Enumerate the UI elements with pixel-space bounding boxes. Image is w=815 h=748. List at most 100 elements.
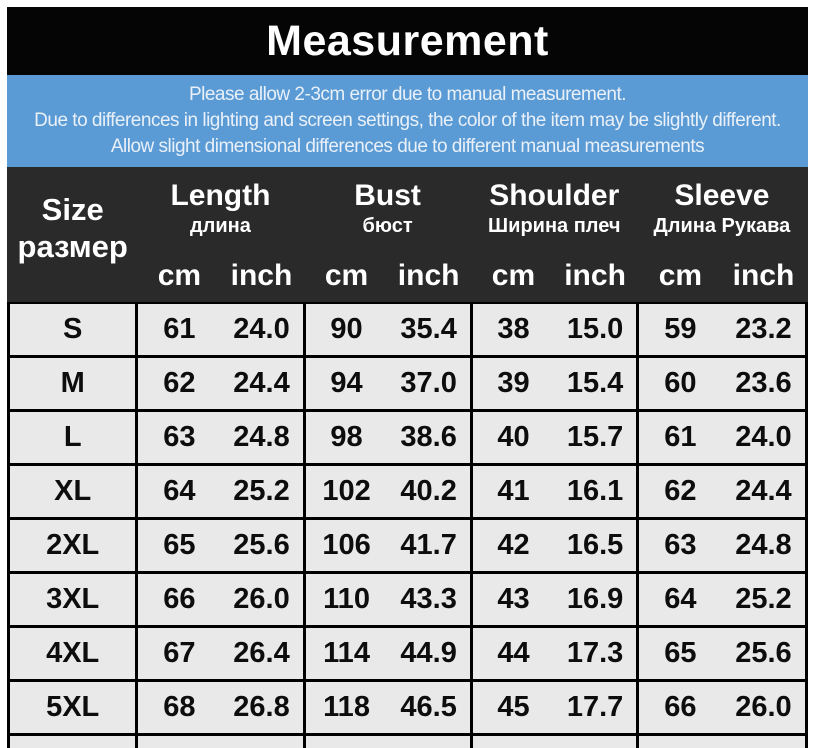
length-column-header: Length длина cm inch	[138, 167, 302, 302]
length-cm-value: 64	[163, 475, 196, 507]
length-inch-value: 25.2	[233, 475, 290, 507]
size-label: S	[10, 304, 136, 355]
table-row-l: L 63 24.8 98 38.6 40 15.7 61 24.0	[10, 412, 805, 463]
sleeve-inch-value: 25.2	[735, 583, 792, 615]
length-cm-value: 68	[163, 691, 196, 723]
size-label: XL	[10, 466, 136, 517]
shoulder-values: 45 17.7	[472, 682, 636, 733]
sleeve-values: 61 24.0	[638, 412, 805, 463]
bust-header-ru: бюст	[362, 215, 413, 237]
shoulder-inch-value: 15.0	[566, 313, 624, 345]
sleeve-cm-value: 60	[664, 367, 697, 399]
size-label: L	[10, 412, 136, 463]
shoulder-inch-value: 15.4	[566, 367, 624, 399]
sleeve-cm-value: 59	[664, 313, 697, 345]
bust-values: 90 35.4	[305, 304, 470, 355]
bust-cm-value: 90	[330, 313, 363, 345]
size-label: 3XL	[10, 574, 136, 625]
sleeve-inch-value: 24.8	[735, 529, 792, 561]
size-label: 2XL	[10, 520, 136, 571]
shoulder-inch-value: 16.5	[566, 529, 624, 561]
length-cm-value: 61	[163, 313, 196, 345]
sleeve-values: 59 23.2	[638, 304, 805, 355]
bust-values: 106 41.7	[305, 520, 470, 571]
sleeve-inch-value: 25.6	[735, 637, 792, 669]
bust-inch-value: 40.2	[400, 475, 457, 507]
disclaimer-banner: Please allow 2-3cm error due to manual m…	[7, 75, 808, 167]
shoulder-cm-value: 42	[497, 529, 530, 561]
length-inch-value: 26.4	[233, 637, 290, 669]
length-values: 65 25.6	[138, 520, 303, 571]
inch-unit-label: inch	[564, 259, 626, 292]
table-row-3xl: 3XL 66 26.0 110 43.3 43 16.9 64 25.2	[10, 574, 805, 625]
bust-cm-value: 110	[323, 583, 370, 615]
table-row-4xl: 4XL 67 26.4 114 44.9 44 17.3 65 25.6	[10, 628, 805, 679]
size-label: 5XL	[10, 682, 136, 733]
shoulder-values: 39 15.4	[472, 358, 636, 409]
size-label: M	[10, 358, 136, 409]
bust-values: 114 44.9	[305, 628, 470, 679]
shoulder-cm-value: 41	[497, 475, 530, 507]
bust-header-en: Bust	[354, 179, 421, 212]
banner-line-2: Due to differences in lighting and scree…	[34, 110, 781, 131]
bust-cm-value: 118	[323, 691, 370, 723]
bust-cm-value: 106	[322, 529, 371, 561]
length-inch-value: 26.8	[233, 691, 290, 723]
shoulder-values: 42 16.5	[472, 520, 636, 571]
shoulder-values: 43 16.9	[472, 574, 636, 625]
table-body: S 61 24.0 90 35.4 38 15.0 59 23.2 M 62 2	[7, 302, 808, 748]
length-values: 61 24.0	[138, 304, 303, 355]
shoulder-header-en: Shoulder	[489, 179, 620, 212]
bust-unit-labels: cm inch	[306, 259, 470, 302]
shoulder-unit-labels: cm inch	[473, 259, 636, 302]
sleeve-cm-value: 65	[664, 637, 697, 669]
shoulder-column-header: Shoulder Ширина плеч cm inch	[473, 167, 636, 302]
shoulder-inch-value: 17.3	[566, 637, 624, 669]
sleeve-values: 62 24.4	[638, 466, 805, 517]
bust-values: 110 43.3	[305, 574, 470, 625]
title-bar: Measurement	[7, 7, 808, 75]
shoulder-values: 41 16.1	[472, 466, 636, 517]
shoulder-cm-value: 39	[497, 367, 530, 399]
bust-inch-value: 46.5	[400, 691, 457, 723]
sleeve-values: 63 24.8	[638, 520, 805, 571]
inch-unit-label: inch	[732, 259, 795, 292]
shoulder-inch-value: 16.9	[566, 583, 624, 615]
size-label: 4XL	[10, 628, 136, 679]
shoulder-cm-value: 44	[497, 637, 530, 669]
size-header-en: Size	[41, 191, 104, 227]
bust-cm-value: 102	[322, 475, 371, 507]
length-values: 66 26.0	[138, 574, 303, 625]
sleeve-inch-value: 23.2	[735, 313, 792, 345]
shoulder-values: 40 15.7	[472, 412, 636, 463]
banner-line-1: Please allow 2-3cm error due to manual m…	[188, 84, 627, 105]
page-title: Measurement	[266, 16, 549, 65]
bust-inch-value: 44.9	[400, 637, 457, 669]
table-row-xl: XL 64 25.2 102 40.2 41 16.1 62 24.4	[10, 466, 805, 517]
sleeve-values: 66 26.0	[638, 682, 805, 733]
length-cm-value: 62	[163, 367, 196, 399]
bust-inch-value: 35.4	[400, 313, 457, 345]
shoulder-values: 38 15.0	[472, 304, 636, 355]
cm-unit-label: cm	[491, 259, 536, 292]
length-header-ru: длина	[189, 215, 251, 237]
bust-values: 98 38.6	[305, 412, 470, 463]
bust-inch-value: 38.6	[400, 421, 457, 453]
sleeve-unit-labels: cm inch	[639, 259, 805, 302]
shoulder-cm-value: 38	[497, 313, 530, 345]
sleeve-values: 64 25.2	[638, 574, 805, 625]
shoulder-inch-value: 15.7	[566, 421, 624, 453]
inch-unit-label: inch	[230, 259, 293, 292]
sleeve-cm-value: 64	[664, 583, 697, 615]
cm-unit-label: cm	[157, 259, 202, 292]
sleeve-cm-value: 66	[664, 691, 697, 723]
table-header: Size размер Length длина cm inch Bust бю…	[7, 167, 808, 302]
length-values: 64 25.2	[138, 466, 303, 517]
bust-cm-value: 98	[330, 421, 363, 453]
length-cm-value: 67	[163, 637, 196, 669]
length-inch-value: 24.0	[233, 313, 290, 345]
length-cm-value: 65	[163, 529, 196, 561]
sleeve-inch-value: 26.0	[735, 691, 792, 723]
length-cm-value: 66	[163, 583, 196, 615]
length-values: 67 26.4	[138, 628, 303, 679]
